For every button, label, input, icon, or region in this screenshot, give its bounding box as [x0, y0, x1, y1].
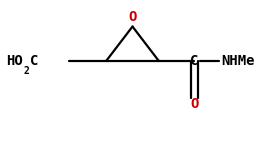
- Text: C: C: [30, 54, 39, 68]
- Text: NHMe: NHMe: [221, 54, 254, 68]
- Text: O: O: [128, 10, 137, 24]
- Text: O: O: [190, 97, 199, 111]
- Text: 2: 2: [24, 66, 29, 76]
- Text: HO: HO: [6, 54, 23, 68]
- Text: C: C: [190, 54, 199, 68]
